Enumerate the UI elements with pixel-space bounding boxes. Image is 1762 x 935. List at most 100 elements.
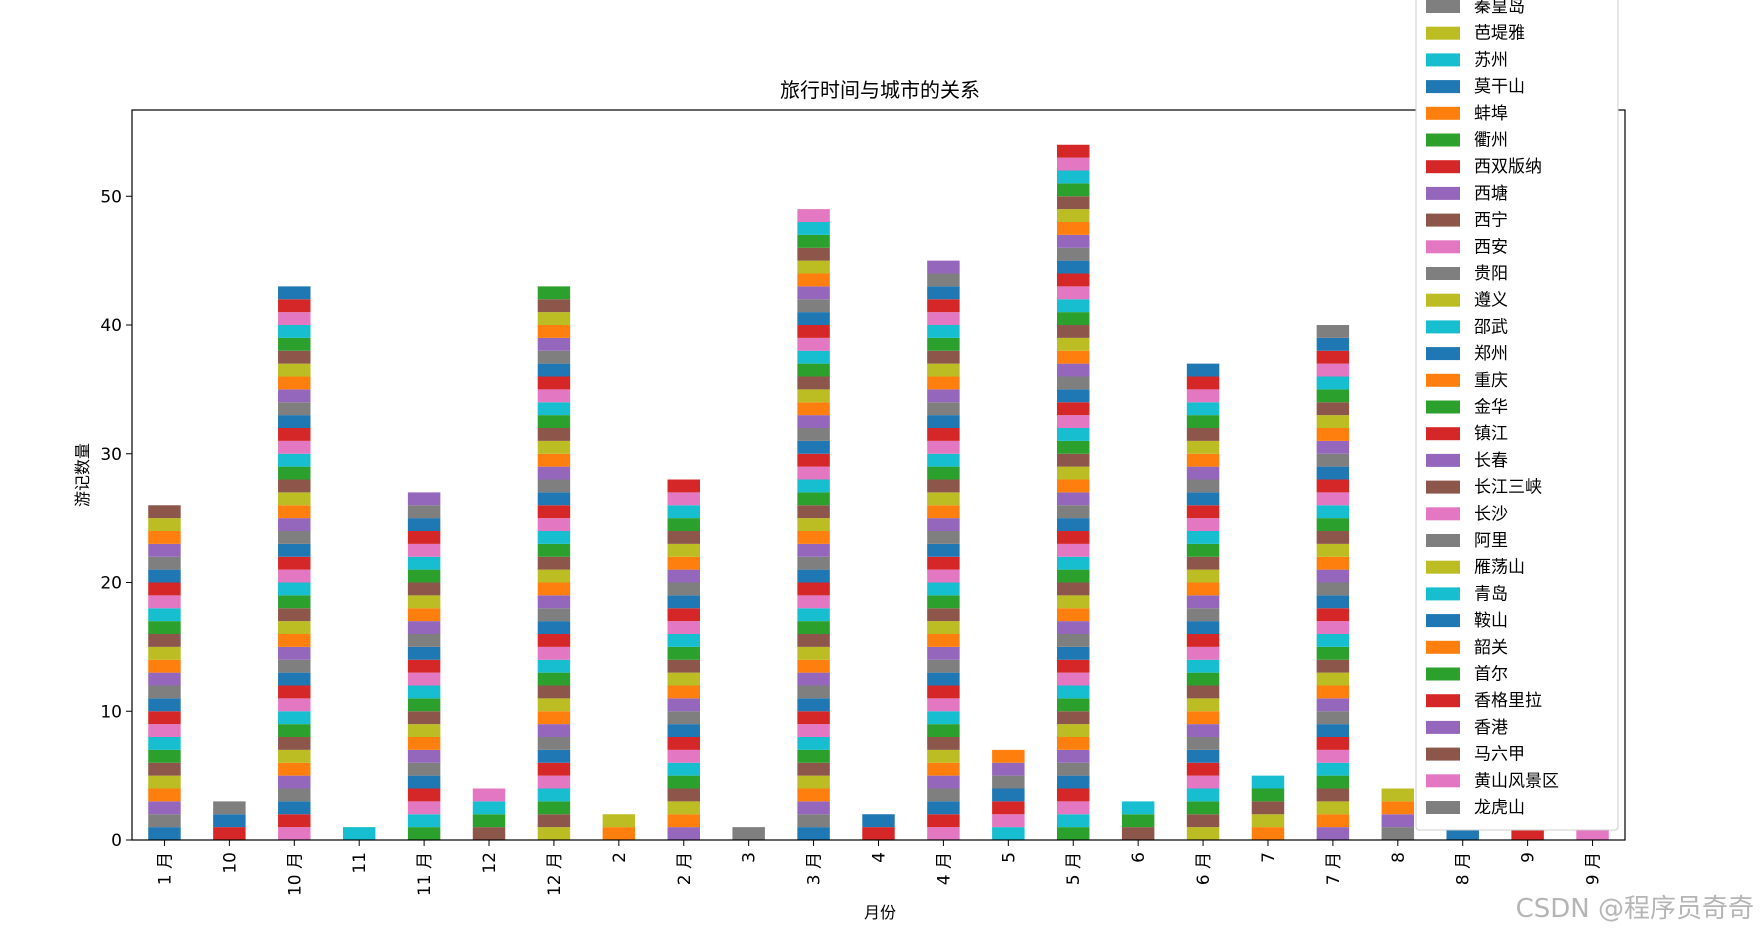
bar-segment xyxy=(1121,814,1155,828)
bar-segment xyxy=(797,672,830,686)
bar-segment xyxy=(407,608,441,622)
bar-segment xyxy=(278,608,311,622)
legend-label: 鞍山 xyxy=(1474,611,1508,631)
bar-segment xyxy=(537,775,571,789)
bar-segment xyxy=(278,634,311,647)
x-tick-label: 7 xyxy=(1259,852,1279,863)
bar-segment xyxy=(927,801,960,815)
legend-swatch xyxy=(1426,640,1460,654)
bar-segment xyxy=(1316,621,1350,634)
bar-segment xyxy=(667,531,700,544)
legend-label: 遵义 xyxy=(1474,291,1508,311)
bar-segment xyxy=(537,312,571,325)
bar-segment xyxy=(667,569,700,583)
bar-segment xyxy=(278,337,311,351)
bar-segment xyxy=(667,775,700,789)
bar-segment xyxy=(407,775,441,789)
bar-segment xyxy=(1186,556,1220,570)
bar-segment xyxy=(278,440,311,454)
bar-segment xyxy=(537,376,571,390)
bar-segment xyxy=(797,337,830,351)
bar-segment xyxy=(278,556,311,570)
bar-segment xyxy=(1316,608,1350,622)
bar-segment xyxy=(537,762,571,776)
legend-label: 芭堤雅 xyxy=(1474,24,1525,44)
bar-segment xyxy=(148,711,181,725)
bar-segment xyxy=(1186,595,1220,609)
bar-segment xyxy=(1251,788,1285,802)
bar-segment xyxy=(927,775,960,789)
bar-segment xyxy=(1057,556,1090,570)
bar-segment xyxy=(148,814,181,828)
bar-segment xyxy=(278,518,311,531)
bar-segment xyxy=(537,698,571,712)
bar-segment xyxy=(927,646,960,660)
bar-segment xyxy=(278,402,311,416)
bar-segment xyxy=(1186,698,1220,712)
bar-segment xyxy=(797,479,830,493)
bar-segment xyxy=(278,724,311,737)
bar-segment xyxy=(148,531,181,544)
bar-segment xyxy=(1186,466,1220,480)
bar-segment xyxy=(537,646,571,660)
bar-segment xyxy=(1316,646,1350,660)
bar-segment xyxy=(797,569,830,583)
bar-segment xyxy=(797,646,830,660)
bar-segment xyxy=(1057,775,1090,789)
bar-segment xyxy=(1186,672,1220,686)
bar-segment xyxy=(278,595,311,609)
bar-segment xyxy=(1186,788,1220,802)
bar-segment xyxy=(1057,389,1090,403)
bar-segment xyxy=(927,299,960,313)
bar-segment xyxy=(537,672,571,686)
bar-segment xyxy=(1057,569,1090,583)
bar-segment xyxy=(1057,518,1090,531)
bar-segment xyxy=(278,762,311,776)
bar-segment xyxy=(278,659,311,673)
bar-segment xyxy=(927,634,960,647)
bar-segment xyxy=(278,479,311,493)
bar-segment xyxy=(537,788,571,802)
x-tick-label: 8 月 xyxy=(1454,852,1474,885)
bar-segment xyxy=(1186,801,1220,815)
bar-segment xyxy=(927,389,960,403)
bar-segment xyxy=(1186,492,1220,506)
bar-segment xyxy=(797,659,830,673)
bar-segment xyxy=(1057,582,1090,596)
x-axis-label: 月份 xyxy=(864,903,896,922)
bar-segment xyxy=(278,698,311,712)
bar-segment xyxy=(1316,672,1350,686)
bar-segment xyxy=(1381,801,1415,815)
bar-segment xyxy=(1316,556,1350,570)
legend-swatch xyxy=(1426,667,1460,681)
bar-segment xyxy=(213,801,246,815)
bar-segment xyxy=(1316,814,1350,828)
bar-segment xyxy=(1057,595,1090,609)
bar-segment xyxy=(1057,621,1090,634)
y-tick-label: 40 xyxy=(100,316,122,336)
y-axis-label: 游记数量 xyxy=(73,443,92,507)
bar-segment xyxy=(1057,634,1090,647)
bar-segment xyxy=(1057,672,1090,686)
bar-segment xyxy=(927,453,960,467)
bar-segment xyxy=(537,531,571,544)
legend-label: 长沙 xyxy=(1474,504,1508,524)
bar-segment xyxy=(602,827,636,840)
x-tick-label: 2 月 xyxy=(675,852,695,885)
bar-segment xyxy=(927,621,960,634)
x-tick-label: 12 xyxy=(480,852,500,874)
bar-segment xyxy=(1057,415,1090,428)
bar-segment xyxy=(537,569,571,583)
bar-segment xyxy=(927,672,960,686)
bar-segment xyxy=(992,762,1025,776)
legend-swatch xyxy=(1426,453,1460,467)
bar-segment xyxy=(1057,453,1090,467)
legend-swatch xyxy=(1426,0,1460,13)
bar-segment xyxy=(407,762,441,776)
bar-segment xyxy=(537,814,571,828)
bar-segment xyxy=(667,646,700,660)
bar-segment xyxy=(1057,440,1090,454)
bar-segment xyxy=(927,376,960,390)
bar-segment xyxy=(1186,479,1220,493)
legend-label: 马六甲 xyxy=(1474,745,1525,765)
